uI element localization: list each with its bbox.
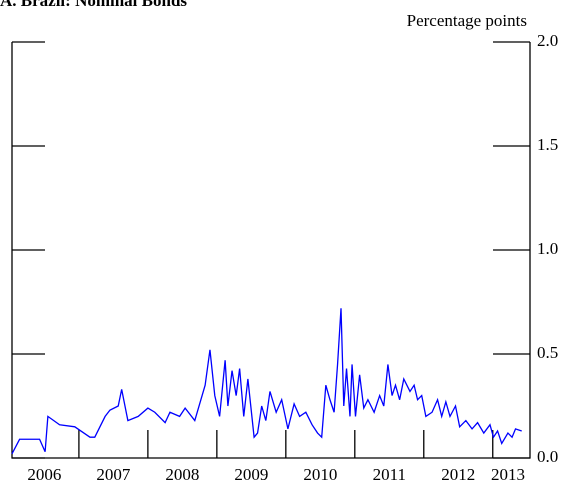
x-tick-label: 2007 — [96, 465, 131, 484]
x-tick-label: 2006 — [27, 465, 61, 484]
y-axis-label: Percentage points — [407, 11, 527, 30]
x-tick-label: 2013 — [491, 465, 525, 484]
y-tick-label: 1.5 — [537, 135, 558, 154]
data-line — [11, 308, 522, 455]
x-tick-label: 2009 — [234, 465, 268, 484]
x-tick-label: 2011 — [373, 465, 406, 484]
x-tick-label: 2008 — [165, 465, 199, 484]
x-tick-label: 2012 — [441, 465, 475, 484]
y-tick-label: 0.5 — [537, 343, 558, 362]
chart-title: A. Brazil: Nominal Bonds — [0, 0, 187, 10]
x-tick-label: 2010 — [303, 465, 337, 484]
y-tick-label: 0.0 — [537, 447, 558, 466]
y-tick-label: 2.0 — [537, 31, 558, 50]
y-tick-label: 1.0 — [537, 239, 558, 258]
